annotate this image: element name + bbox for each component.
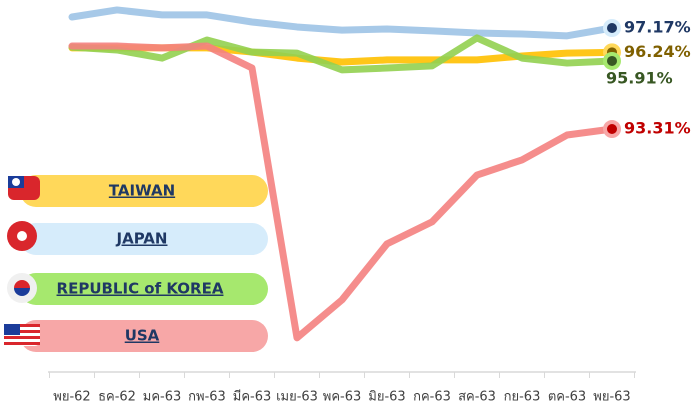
legend-label: USA [125, 327, 160, 345]
x-tick-label: กพ-63 [188, 390, 226, 405]
end-marker [607, 22, 617, 33]
x-tick-label: กค-63 [413, 390, 451, 405]
x-tick-label: พค-63 [323, 390, 362, 405]
end-label: 95.91% [606, 68, 673, 87]
legend-pill [20, 320, 268, 352]
line [68, 34, 616, 74]
legend-label: TAIWAN [109, 182, 175, 200]
end-label: 97.17% [624, 17, 691, 36]
end-marker [607, 55, 617, 66]
x-tick-label: พย-62 [53, 390, 90, 405]
x-tick-label: มิย-63 [368, 390, 405, 405]
line [68, 42, 616, 342]
flag-korea [7, 273, 37, 303]
x-tick-label: ตค-63 [548, 390, 586, 405]
flag-taiwan [8, 176, 40, 200]
end-label: 93.31% [624, 119, 691, 138]
line [68, 6, 616, 40]
legend-pill [20, 273, 268, 305]
end-label: 96.24% [624, 42, 691, 61]
x-tick-label: สค-63 [458, 390, 496, 405]
x-tick-label: พย-63 [593, 390, 630, 405]
x-tick-label: เมย-63 [276, 390, 318, 405]
flags [4, 176, 40, 346]
legend-label: REPUBLIC of KOREA [57, 280, 224, 298]
flag-usa [4, 324, 40, 346]
x-tick-label: มีค-63 [233, 389, 272, 405]
x-tick-label: มค-63 [143, 390, 182, 405]
x-tick-label: กย-63 [504, 390, 541, 405]
x-tick-label: ธค-62 [98, 390, 136, 405]
legend-label: JAPAN [116, 230, 168, 248]
legend-pill [20, 175, 268, 207]
legend-pill [20, 223, 268, 255]
end-marker [607, 124, 617, 135]
flag-japan [7, 221, 37, 251]
